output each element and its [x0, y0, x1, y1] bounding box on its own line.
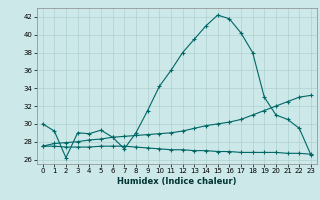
X-axis label: Humidex (Indice chaleur): Humidex (Indice chaleur): [117, 177, 236, 186]
